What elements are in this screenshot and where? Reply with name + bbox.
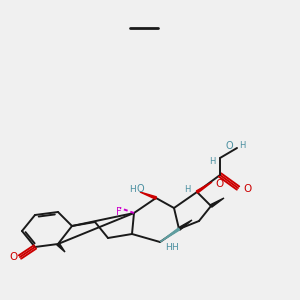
Text: F: F [116, 207, 122, 217]
Text: H: H [172, 242, 178, 251]
Text: H: H [165, 242, 171, 251]
Text: H: H [209, 157, 215, 166]
Text: O: O [243, 184, 251, 194]
Text: O: O [136, 184, 144, 194]
Text: H: H [239, 142, 245, 151]
Polygon shape [210, 198, 224, 207]
Polygon shape [160, 228, 180, 242]
Text: O: O [225, 141, 233, 151]
Text: H: H [129, 184, 135, 194]
Text: O: O [215, 179, 223, 189]
Text: H: H [184, 184, 190, 194]
Text: O: O [10, 252, 18, 262]
Polygon shape [140, 192, 156, 199]
Polygon shape [178, 220, 192, 230]
Polygon shape [196, 182, 212, 193]
Polygon shape [57, 243, 65, 252]
